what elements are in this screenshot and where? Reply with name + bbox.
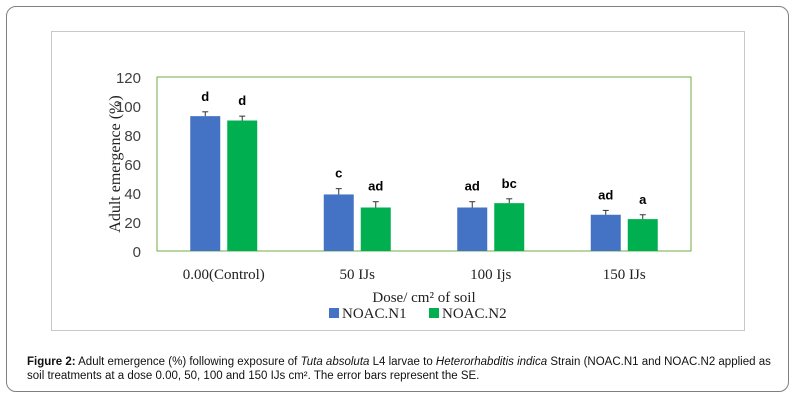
bar bbox=[190, 116, 221, 252]
caption-text-2: L4 larvae to bbox=[369, 356, 436, 368]
caption-species-1: Tuta absoluta bbox=[300, 356, 370, 368]
y-tick-label: 80 bbox=[124, 128, 141, 145]
y-tick-label: 40 bbox=[124, 186, 141, 203]
bar bbox=[227, 120, 258, 251]
bar bbox=[457, 207, 488, 251]
x-tick-label: 150 IJs bbox=[603, 267, 646, 283]
significance-letter: d bbox=[238, 93, 246, 108]
y-tick-label: 120 bbox=[116, 70, 141, 87]
plot-area-border bbox=[156, 76, 692, 252]
chart-area-border bbox=[51, 31, 745, 331]
significance-letter: ad bbox=[598, 187, 613, 202]
legend-swatch bbox=[429, 308, 439, 318]
x-tick-label: 0.00(Control) bbox=[183, 267, 265, 283]
caption-label: Figure 2: bbox=[27, 356, 76, 368]
figure-caption: Figure 2: Adult emergence (%) following … bbox=[27, 355, 782, 383]
y-tick-label: 100 bbox=[116, 99, 141, 116]
x-axis-label: Dose/ cm² of soil bbox=[372, 290, 475, 306]
figure-frame: 0 20 40 60 80 100 120 Adult emergence (%) d d 0.00… bbox=[6, 6, 789, 392]
significance-letter: c bbox=[335, 166, 342, 181]
y-tick-label: 60 bbox=[124, 157, 141, 174]
caption-text-3: Strain (NOAC.N1 and NOAC.N2 applied as s… bbox=[27, 356, 771, 382]
bar bbox=[323, 194, 354, 251]
significance-letter: bc bbox=[502, 176, 517, 191]
caption-species-2: Heterorhabditis indica bbox=[435, 356, 548, 368]
legend-swatch bbox=[329, 308, 339, 318]
bar bbox=[494, 203, 525, 251]
bar-chart: 0 20 40 60 80 100 120 Adult emergence (%) d d 0.00… bbox=[51, 31, 745, 331]
x-tick-label: 50 IJs bbox=[340, 267, 376, 283]
y-tick-label: 20 bbox=[124, 215, 141, 232]
significance-letter: a bbox=[639, 192, 647, 207]
significance-letter: d bbox=[201, 89, 209, 104]
y-axis-label: Adult emergence (%) bbox=[107, 95, 124, 232]
legend-label: NOAC.N2 bbox=[442, 306, 507, 322]
significance-letter: ad bbox=[465, 179, 480, 194]
bar bbox=[360, 207, 391, 251]
significance-letter: ad bbox=[368, 179, 383, 194]
caption-text-1: Adult emergence (%) following exposure o… bbox=[75, 356, 301, 368]
legend-label: NOAC.N1 bbox=[342, 306, 407, 322]
bar bbox=[590, 214, 621, 251]
chart-container: 0 20 40 60 80 100 120 Adult emergence (%) d d 0.00… bbox=[51, 31, 745, 331]
x-tick-label: 100 Ijs bbox=[470, 267, 511, 283]
bar bbox=[627, 219, 658, 251]
y-tick-label: 0 bbox=[133, 244, 141, 261]
